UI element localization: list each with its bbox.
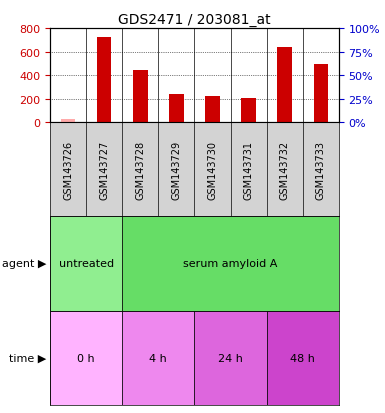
FancyBboxPatch shape [50, 217, 122, 311]
Text: GSM143727: GSM143727 [99, 140, 109, 199]
FancyBboxPatch shape [194, 311, 266, 405]
Bar [313, 65, 328, 123]
Bar [169, 95, 184, 123]
Text: GSM143733: GSM143733 [316, 140, 326, 199]
Text: 24 h: 24 h [218, 353, 243, 363]
Text: GSM143732: GSM143732 [280, 140, 290, 199]
Text: serum amyloid A: serum amyloid A [183, 259, 278, 269]
Text: GSM143728: GSM143728 [135, 140, 145, 199]
Text: GSM143731: GSM143731 [244, 140, 254, 199]
Text: GSM143730: GSM143730 [208, 140, 218, 199]
FancyBboxPatch shape [50, 311, 122, 405]
Bar [205, 97, 220, 123]
Bar [278, 47, 292, 123]
Text: time ▶: time ▶ [9, 353, 46, 363]
FancyBboxPatch shape [122, 311, 194, 405]
Text: untreated: untreated [59, 259, 114, 269]
Bar [61, 119, 75, 123]
Text: agent ▶: agent ▶ [2, 259, 46, 269]
FancyBboxPatch shape [266, 311, 339, 405]
Title: GDS2471 / 203081_at: GDS2471 / 203081_at [118, 12, 271, 26]
Text: GSM143729: GSM143729 [171, 140, 181, 199]
Bar [241, 99, 256, 123]
Text: 4 h: 4 h [149, 353, 167, 363]
Text: 48 h: 48 h [290, 353, 315, 363]
Text: 0 h: 0 h [77, 353, 95, 363]
Text: GSM143726: GSM143726 [63, 140, 73, 199]
Bar [133, 71, 147, 123]
Bar [97, 38, 111, 123]
FancyBboxPatch shape [122, 217, 339, 311]
